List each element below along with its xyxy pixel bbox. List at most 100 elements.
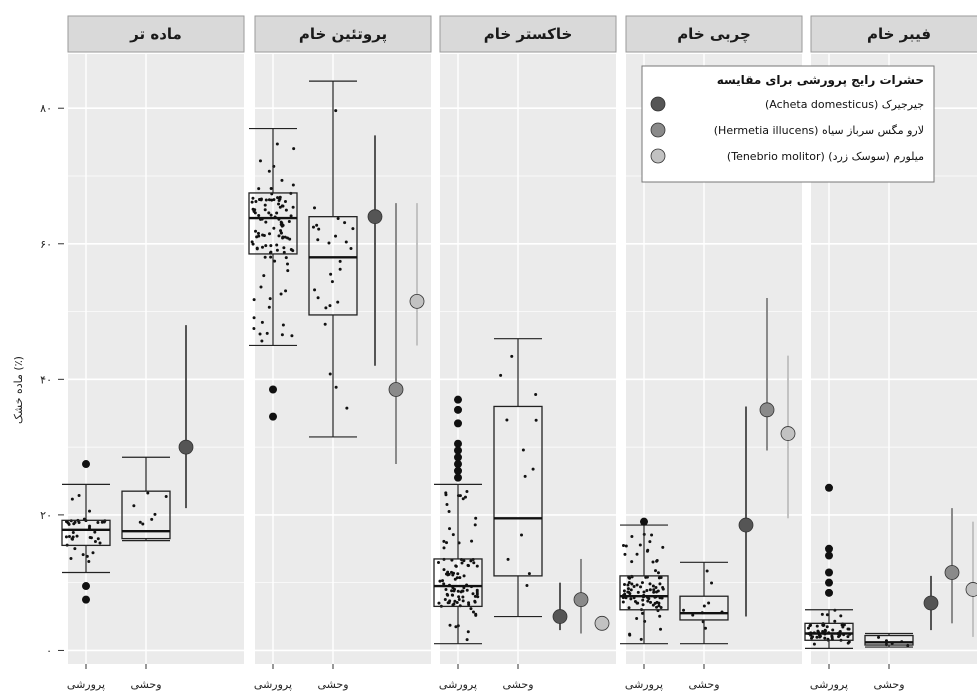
data-point [260, 339, 264, 343]
outlier-point [454, 395, 462, 404]
data-point [344, 240, 348, 244]
data-point [627, 606, 631, 610]
facet-strip [625, 15, 803, 53]
data-point [818, 634, 822, 638]
data-point [630, 582, 634, 586]
data-point [260, 320, 264, 324]
data-point [70, 537, 74, 541]
data-point [284, 289, 288, 293]
data-point [281, 323, 285, 327]
data-point [661, 545, 665, 549]
data-point [650, 533, 654, 537]
data-point [451, 573, 455, 577]
reference-point-acheta [178, 439, 194, 455]
outlier-point [454, 453, 462, 462]
data-point [254, 229, 258, 233]
reference-point-acheta [552, 609, 568, 624]
data-point [64, 535, 68, 539]
data-point [470, 539, 474, 543]
data-point [264, 198, 268, 202]
data-point [472, 561, 476, 565]
data-point [261, 233, 265, 237]
data-point [523, 474, 527, 478]
data-point [823, 636, 827, 640]
data-point [258, 198, 262, 202]
outlier-point [825, 551, 833, 560]
data-point [330, 280, 334, 284]
data-point [815, 635, 819, 639]
data-point [456, 589, 460, 593]
data-point [252, 316, 256, 320]
data-point [250, 200, 254, 204]
data-point [287, 219, 291, 223]
data-point [657, 576, 661, 580]
data-point [351, 227, 355, 231]
outlier-point [82, 460, 90, 469]
data-point [628, 592, 632, 596]
data-point [703, 626, 707, 630]
outlier-point [454, 460, 462, 469]
data-point [313, 288, 317, 292]
data-point [329, 272, 333, 276]
data-point [510, 354, 514, 358]
legend-label: (Tenebrio molitor) میلورم (سوسک زرد) [727, 150, 924, 163]
x-tick-label: پرورشی [254, 678, 292, 691]
legend-key-acheta [650, 96, 666, 112]
data-point [636, 590, 640, 594]
data-point [66, 521, 70, 525]
data-point [467, 564, 471, 568]
data-point [471, 592, 475, 596]
data-point [443, 598, 447, 602]
data-point [75, 534, 79, 538]
data-point [280, 178, 284, 182]
data-point [458, 576, 462, 580]
facet-title: فیبر خام [867, 25, 931, 43]
data-point [71, 531, 75, 535]
box [121, 490, 171, 540]
data-point [88, 509, 92, 513]
data-point [461, 595, 465, 599]
data-point [280, 333, 284, 337]
data-point [629, 597, 633, 601]
data-point [253, 208, 257, 212]
data-point [531, 467, 535, 471]
data-point [279, 292, 283, 296]
data-point [462, 559, 466, 563]
data-point [635, 552, 639, 556]
data-point [343, 221, 347, 225]
data-point [291, 205, 295, 209]
data-point [842, 623, 846, 627]
x-tick-label: پرورشی [810, 678, 848, 691]
facet-strip [67, 15, 245, 53]
outlier-point [825, 578, 833, 587]
data-point [655, 600, 659, 604]
box [679, 595, 729, 621]
data-point [259, 285, 263, 289]
data-point [473, 594, 477, 598]
data-point [268, 297, 272, 301]
panel-background [68, 54, 244, 664]
data-point [87, 559, 91, 563]
data-point [264, 244, 268, 248]
reference-point-acheta [738, 517, 754, 533]
data-point [646, 599, 650, 603]
x-tick-label: وحشی [317, 678, 348, 691]
data-point [841, 625, 845, 629]
data-point [476, 595, 480, 599]
outlier-point [82, 595, 90, 604]
data-point [449, 570, 453, 574]
data-point [702, 604, 706, 608]
data-point [457, 598, 461, 602]
facet-title: چربی خام [677, 25, 751, 44]
data-point [81, 553, 85, 557]
data-point [283, 235, 287, 239]
data-point [649, 600, 653, 604]
x-tick-label: وحشی [502, 678, 533, 691]
data-point [311, 225, 315, 229]
outlier-point [454, 439, 462, 448]
data-point [469, 559, 473, 563]
legend-label: (Acheta domesticus) جیرجیرک [765, 98, 924, 111]
data-point [255, 235, 259, 239]
data-point [257, 213, 261, 217]
data-point [282, 250, 286, 254]
